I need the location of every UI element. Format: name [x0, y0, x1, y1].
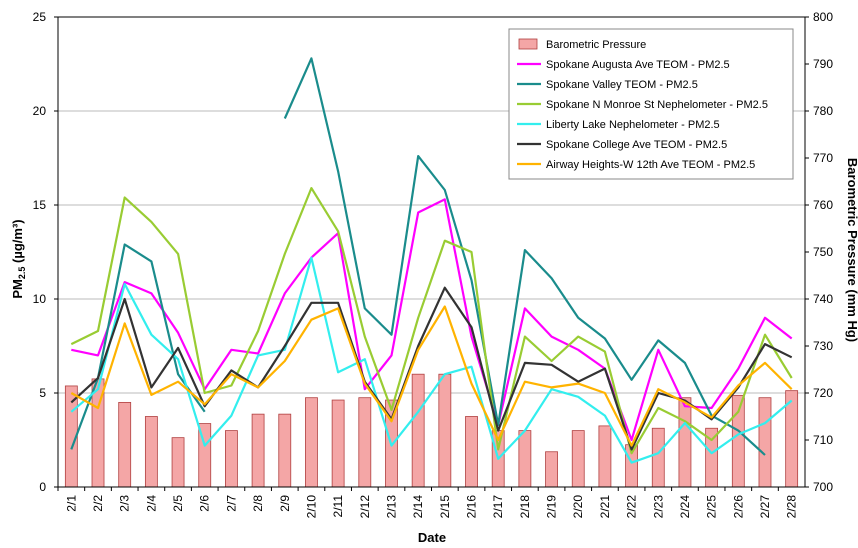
right-tick-label: 700: [813, 480, 833, 494]
pressure-bar: [758, 397, 772, 488]
right-tick-label: 720: [813, 386, 833, 400]
x-tick-label: 2/3: [118, 495, 132, 512]
series-line-2: [283, 57, 766, 456]
x-tick-label: 2/16: [465, 495, 479, 519]
x-tick-label: 2/12: [358, 495, 372, 519]
x-tick-label: 2/20: [571, 495, 585, 519]
x-tick-label: 2/17: [491, 495, 505, 519]
pressure-bar: [411, 373, 425, 488]
pressure-bar: [225, 430, 238, 488]
x-tick-label: 2/26: [731, 495, 745, 519]
pressure-bar: [598, 425, 612, 488]
legend-label: Spokane N Monroe St Nephelometer - PM2.5: [546, 99, 768, 111]
x-tick-label: 2/11: [331, 495, 345, 518]
x-tick-label: 2/5: [171, 495, 185, 512]
x-tick-label: 2/25: [705, 495, 719, 519]
left-axis-title-main: PM: [10, 279, 25, 299]
left-tick-label: 20: [33, 104, 47, 118]
left-tick-label: 10: [33, 292, 47, 306]
series-line-4: [70, 256, 793, 464]
pressure-bar: [144, 416, 158, 488]
right-axis-ticks: 700 710 720 730 740 750 760 770 780 790 800: [805, 10, 833, 494]
pressure-bar: [678, 397, 692, 488]
left-axis-ticks: 0 5 10 15 20 25: [33, 10, 58, 494]
pressure-bar: [518, 430, 532, 488]
x-tick-label: 2/8: [251, 495, 265, 512]
pressure-bar: [251, 413, 265, 488]
pressure-bar: [305, 397, 318, 488]
x-tick-label: 2/9: [278, 495, 292, 512]
legend-label: Spokane Augusta Ave TEOM - PM2.5: [546, 59, 730, 71]
right-tick-label: 750: [813, 245, 833, 259]
right-tick-label: 770: [813, 151, 833, 165]
series-line-2: [70, 243, 206, 450]
pressure-bars: [64, 373, 799, 488]
pm25-lines: [70, 57, 793, 464]
left-axis-title: PM2.5 (µg/m³): [10, 219, 27, 298]
pressure-bar: [278, 413, 292, 488]
right-tick-label: 740: [813, 292, 833, 306]
series-line-1: [71, 198, 793, 442]
x-tick-label: 2/14: [411, 495, 425, 519]
pressure-bar: [118, 401, 132, 488]
x-tick-label: 2/18: [518, 495, 532, 519]
x-tick-label: 2/10: [304, 495, 318, 519]
x-tick-label: 2/23: [651, 495, 665, 519]
left-axis-title-subscript: 2.5: [17, 267, 27, 280]
right-tick-label: 710: [813, 433, 833, 447]
pressure-bar: [545, 451, 558, 488]
legend-label: Liberty Lake Nephelometer - PM2.5: [546, 119, 720, 131]
x-axis-ticks: 2/1 2/2 2/3 2/4 2/5 2/6 2/7 2/8 2/9 2/10 2/11 2/12 2…: [57, 487, 799, 519]
pressure-bar: [331, 399, 345, 488]
pressure-bar: [358, 397, 372, 488]
right-tick-label: 760: [813, 198, 833, 212]
legend-box: [508, 28, 794, 180]
legend-label: Barometric Pressure: [546, 39, 646, 51]
x-tick-label: 2/6: [198, 495, 212, 512]
legend-swatch: [518, 38, 538, 50]
right-tick-label: 780: [813, 104, 833, 118]
x-tick-label: 2/21: [598, 495, 612, 519]
x-axis-title: Date: [418, 530, 446, 545]
x-tick-label: 2/15: [438, 495, 452, 519]
legend-label: Spokane College Ave TEOM - PM2.5: [546, 139, 727, 151]
series-line-6: [70, 305, 793, 447]
left-tick-label: 15: [33, 198, 47, 212]
x-tick-label: 2/13: [385, 495, 399, 519]
x-tick-label: 2/27: [758, 495, 772, 519]
right-tick-label: 800: [813, 10, 833, 24]
x-tick-label: 2/28: [785, 495, 799, 519]
series-line-3: [70, 187, 793, 455]
x-tick-label: 2/7: [224, 495, 238, 512]
pressure-bar: [651, 427, 665, 488]
left-axis-title-unit: (µg/m³): [10, 219, 25, 266]
x-tick-label: 2/19: [545, 495, 559, 519]
left-tick-label: 0: [39, 480, 46, 494]
right-tick-label: 790: [813, 57, 833, 71]
right-tick-label: 730: [813, 339, 833, 353]
x-tick-label: 2/4: [144, 495, 158, 512]
pressure-bar: [171, 437, 185, 488]
left-tick-label: 5: [39, 386, 46, 400]
pressure-bar: [465, 416, 478, 488]
pressure-bar: [438, 373, 452, 488]
right-axis-title: Barometric Pressure (mm Hg): [845, 158, 858, 342]
legend-label: Spokane Valley TEOM - PM2.5: [546, 79, 698, 91]
left-tick-label: 25: [33, 10, 47, 24]
x-tick-label: 2/24: [678, 495, 692, 519]
x-tick-label: 2/1: [64, 495, 78, 512]
x-tick-label: 2/22: [625, 495, 639, 519]
x-tick-label: 2/2: [91, 495, 105, 512]
legend-label: Airway Heights-W 12th Ave TEOM - PM2.5: [546, 159, 755, 171]
pressure-bar: [571, 430, 585, 488]
legend: Barometric Pressure Spokane Augusta Ave T…: [508, 28, 794, 180]
